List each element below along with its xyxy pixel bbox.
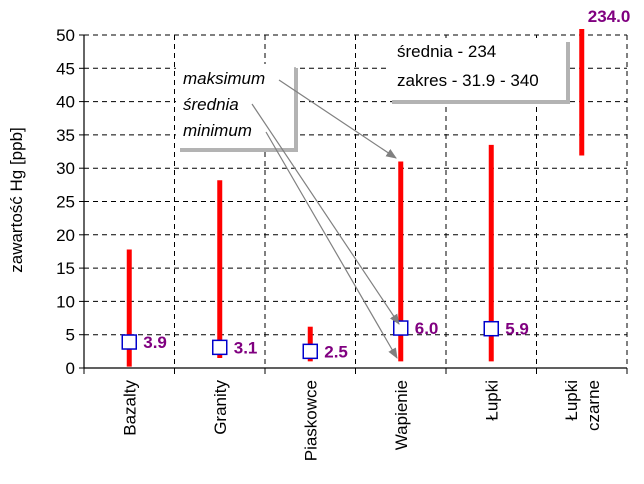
legend-box: maksimum średnia minimum bbox=[176, 64, 298, 152]
legend-maksimum: maksimum bbox=[183, 69, 265, 88]
y-tick-label: 40 bbox=[56, 93, 75, 112]
mean-label: 2.5 bbox=[324, 342, 348, 361]
category-label: Wapienie bbox=[392, 380, 411, 450]
category-label: Granity bbox=[211, 380, 230, 435]
arrow-srednia bbox=[251, 103, 400, 325]
y-tick-label: 50 bbox=[56, 26, 75, 45]
y-tick-label: 10 bbox=[56, 292, 75, 311]
y-tick-label: 35 bbox=[56, 126, 75, 145]
y-tick-label: 5 bbox=[66, 326, 75, 345]
category-label: Łupki bbox=[482, 380, 501, 421]
y-tick-label: 45 bbox=[56, 59, 75, 78]
mean-marker bbox=[121, 334, 137, 350]
mean-marker bbox=[212, 339, 228, 356]
mean-marker bbox=[393, 320, 409, 336]
mean-marker bbox=[302, 343, 318, 360]
arrow-maksimum bbox=[278, 79, 397, 159]
category-label: czarne bbox=[584, 380, 603, 431]
y-tick-label: 15 bbox=[56, 259, 75, 278]
y-tick-label: 30 bbox=[56, 159, 75, 178]
category-label: Bazalty bbox=[120, 380, 139, 436]
mean-label: 5.9 bbox=[505, 320, 529, 339]
category-label: Łupki bbox=[562, 380, 581, 421]
legend-srednia: średnia bbox=[183, 95, 239, 114]
y-tick-label: 0 bbox=[66, 359, 75, 378]
mean-label: 3.1 bbox=[234, 338, 258, 357]
y-axis-label: zawartość Hg [ppb] bbox=[7, 127, 26, 273]
y-tick-label: 20 bbox=[56, 226, 75, 245]
legend-box-frame bbox=[176, 64, 294, 148]
y-tick-label: 25 bbox=[56, 193, 75, 212]
mean-label: 3.9 bbox=[143, 333, 167, 352]
annotation-box: średnia - 234 zakres - 31.9 - 340 bbox=[388, 38, 570, 104]
axes: 0 5 10 15 20 25 30 35 40 45 50 Bazalty Granity Piasko… bbox=[56, 26, 628, 461]
legend-arrows bbox=[251, 79, 400, 359]
mean-label: 6.0 bbox=[415, 319, 439, 338]
arrow-minimum bbox=[265, 131, 398, 359]
chart-marks: 3.9 3.1 2.5 6.0 5.9 234.0 bbox=[121, 7, 631, 367]
annotation-box-frame bbox=[388, 38, 566, 100]
mean-label: 234.0 bbox=[588, 7, 631, 26]
mean-marker bbox=[483, 320, 499, 337]
annotation-range: zakres - 31.9 - 340 bbox=[397, 71, 539, 90]
legend-minimum: minimum bbox=[183, 121, 252, 140]
category-label: Piaskowce bbox=[301, 380, 320, 461]
annotation-mean: średnia - 234 bbox=[397, 42, 496, 61]
